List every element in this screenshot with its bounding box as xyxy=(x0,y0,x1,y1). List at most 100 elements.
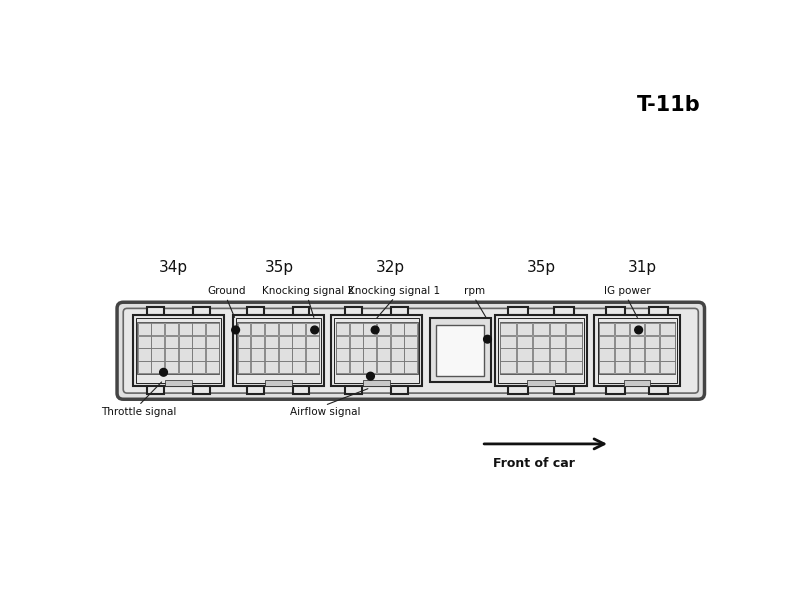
Bar xyxy=(151,349,164,361)
Bar xyxy=(405,349,418,361)
Bar xyxy=(527,380,554,386)
Bar xyxy=(566,349,582,361)
Bar xyxy=(390,361,404,373)
Bar xyxy=(138,322,219,374)
Bar xyxy=(192,335,206,347)
Text: Front of car: Front of car xyxy=(493,457,575,470)
Bar xyxy=(151,335,164,347)
Bar xyxy=(436,325,485,376)
Bar xyxy=(237,322,319,374)
Bar xyxy=(566,323,582,335)
Text: Ground: Ground xyxy=(207,286,246,296)
Bar xyxy=(599,361,614,373)
Text: rpm: rpm xyxy=(464,286,485,296)
Bar xyxy=(292,361,306,373)
Bar xyxy=(292,323,306,335)
Bar xyxy=(151,361,164,373)
Circle shape xyxy=(634,326,642,334)
Bar xyxy=(533,361,549,373)
Bar xyxy=(138,361,150,373)
Bar xyxy=(206,335,219,347)
Bar xyxy=(336,361,349,373)
Bar xyxy=(278,323,291,335)
Bar xyxy=(495,314,586,386)
Text: T-11b: T-11b xyxy=(637,95,701,115)
Circle shape xyxy=(366,372,374,380)
Bar xyxy=(614,335,629,347)
Bar xyxy=(238,361,250,373)
Bar xyxy=(363,361,376,373)
Bar xyxy=(136,317,221,383)
Bar xyxy=(192,323,206,335)
Bar xyxy=(500,322,582,374)
Bar xyxy=(206,349,219,361)
Bar xyxy=(292,335,306,347)
Bar xyxy=(614,323,629,335)
Text: 35p: 35p xyxy=(266,260,294,275)
Bar xyxy=(517,335,532,347)
Bar xyxy=(265,349,278,361)
Text: IG power: IG power xyxy=(604,286,650,296)
Bar xyxy=(346,307,362,314)
FancyBboxPatch shape xyxy=(117,302,705,399)
Bar xyxy=(251,335,264,347)
Bar xyxy=(660,349,674,361)
Bar xyxy=(233,314,324,386)
Bar xyxy=(147,386,164,394)
Bar xyxy=(363,380,390,386)
Bar xyxy=(630,349,644,361)
Bar xyxy=(165,380,192,386)
Bar xyxy=(390,323,404,335)
Bar xyxy=(630,335,644,347)
Bar xyxy=(151,323,164,335)
Bar xyxy=(293,307,310,314)
Bar xyxy=(363,323,376,335)
Bar xyxy=(306,335,319,347)
Bar xyxy=(550,323,566,335)
Bar xyxy=(265,361,278,373)
Bar xyxy=(138,323,150,335)
Bar xyxy=(533,323,549,335)
Bar xyxy=(554,307,574,314)
Text: 35p: 35p xyxy=(527,260,556,275)
Bar xyxy=(251,349,264,361)
Bar xyxy=(278,361,291,373)
Bar xyxy=(292,349,306,361)
Bar xyxy=(614,361,629,373)
Text: 31p: 31p xyxy=(628,260,657,275)
Bar xyxy=(599,322,675,374)
Bar xyxy=(606,386,625,394)
Bar xyxy=(660,361,674,373)
Bar xyxy=(500,349,516,361)
Bar xyxy=(265,380,292,386)
Bar xyxy=(500,361,516,373)
Bar xyxy=(293,386,310,394)
Bar xyxy=(251,361,264,373)
Bar xyxy=(599,323,614,335)
Bar xyxy=(405,323,418,335)
Text: Throttle signal: Throttle signal xyxy=(101,407,177,417)
Bar xyxy=(138,349,150,361)
Bar xyxy=(165,361,178,373)
Bar xyxy=(550,361,566,373)
Bar xyxy=(331,314,422,386)
Bar xyxy=(517,349,532,361)
Circle shape xyxy=(310,326,318,334)
Bar xyxy=(363,349,376,361)
Bar xyxy=(405,361,418,373)
Bar xyxy=(147,307,164,314)
Bar xyxy=(238,335,250,347)
Bar xyxy=(550,335,566,347)
Bar xyxy=(390,335,404,347)
Bar xyxy=(193,307,210,314)
Bar xyxy=(377,335,390,347)
Bar xyxy=(165,335,178,347)
Bar xyxy=(508,307,528,314)
Bar xyxy=(265,323,278,335)
Bar xyxy=(645,323,659,335)
Bar xyxy=(498,317,584,383)
Bar xyxy=(566,335,582,347)
Circle shape xyxy=(160,368,167,376)
Bar xyxy=(138,335,150,347)
Bar xyxy=(165,349,178,361)
